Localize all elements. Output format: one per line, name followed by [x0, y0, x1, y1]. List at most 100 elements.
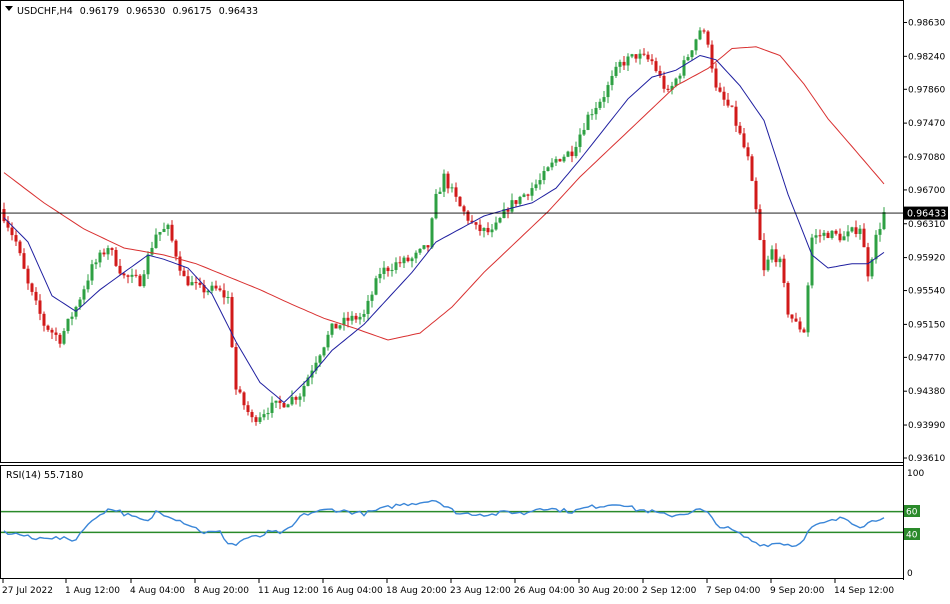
candle-bull — [342, 317, 346, 326]
candle-bull — [674, 78, 678, 86]
ohlc-low: 0.96175 — [172, 6, 211, 17]
candle-bull — [78, 299, 82, 307]
candle-bear — [666, 88, 670, 90]
time-tick-label: 14 Sep 12:00 — [834, 586, 894, 596]
candle-bear — [838, 233, 842, 241]
candle-bull — [606, 85, 610, 98]
candle-bear — [786, 282, 790, 315]
candle-bear — [198, 282, 202, 285]
candle-bear — [38, 300, 42, 314]
candle-bull — [874, 234, 878, 260]
candle-bear — [242, 392, 246, 406]
candle-bull — [290, 397, 294, 405]
candle-bull — [434, 193, 438, 219]
candle-bear — [354, 315, 358, 320]
candle-bull — [778, 258, 782, 263]
ohlc-close: 0.96433 — [219, 6, 258, 17]
candle-bull — [430, 218, 434, 248]
candle-bear — [458, 196, 462, 207]
candle-bull — [162, 228, 166, 232]
candle-bear — [514, 200, 518, 204]
candle-bear — [446, 173, 450, 189]
candle-bear — [642, 53, 646, 55]
candle-bear — [486, 227, 490, 233]
candle-bear — [654, 61, 658, 71]
candle-bear — [54, 332, 58, 335]
ma-slow-line — [3, 46, 885, 341]
candle-bull — [770, 249, 774, 260]
rsi-plot[interactable] — [1, 499, 903, 548]
candle-bull — [522, 194, 526, 197]
candle-bear — [854, 227, 858, 234]
price-tick-label: 0.98630 — [908, 18, 945, 28]
candle-bear — [122, 273, 126, 276]
price-tick-label: 0.95150 — [908, 320, 945, 330]
price-panel-frame — [0, 0, 904, 463]
candle-bull — [690, 50, 694, 58]
candle-bull — [262, 414, 266, 418]
candle-bull — [554, 159, 558, 163]
candle-bear — [782, 258, 786, 283]
time-tick-label: 27 Jul 2022 — [2, 586, 53, 596]
time-tick-label: 30 Aug 20:00 — [578, 586, 639, 596]
candle-bear — [790, 314, 794, 319]
candle-bull — [870, 259, 874, 277]
candle-bear — [278, 400, 282, 403]
candle-bear — [426, 245, 430, 248]
candle-bull — [586, 114, 590, 130]
price-tick-label: 0.95920 — [908, 254, 945, 264]
rsi-panel-frame — [0, 465, 904, 579]
candle-bull — [442, 173, 446, 192]
time-axis[interactable]: 27 Jul 2022 1 Aug 12:00 4 Aug 04:00 8 Au… — [2, 579, 894, 596]
candle-bull — [830, 230, 834, 238]
candle-bear — [702, 30, 706, 32]
candle-bear — [462, 206, 466, 212]
candle-bull — [106, 248, 110, 255]
candle-bear — [866, 247, 870, 277]
rsi-level-label: 100 — [907, 469, 924, 479]
candle-bear — [6, 221, 10, 228]
candle-bear — [570, 151, 574, 157]
candle-bear — [246, 405, 250, 413]
candle-bull — [374, 278, 378, 295]
candle-bull — [206, 290, 210, 293]
candle-bear — [634, 54, 638, 59]
candle-bull — [546, 167, 550, 172]
rsi-level-label: 0 — [907, 569, 913, 579]
candle-bull — [686, 57, 690, 61]
price-tick-label: 0.94770 — [908, 353, 945, 363]
time-tick-label: 11 Aug 12:00 — [258, 586, 319, 596]
candle-bull — [414, 252, 418, 259]
time-tick-label: 8 Aug 20:00 — [194, 586, 249, 596]
candle-bull — [270, 402, 274, 413]
plot-area[interactable] — [2, 27, 886, 426]
candle-bear — [478, 224, 482, 232]
candle-bull — [806, 285, 810, 333]
candle-bull — [630, 54, 634, 57]
candle-bull — [266, 412, 270, 415]
time-tick-label: 26 Aug 04:00 — [514, 586, 575, 596]
candle-bull — [226, 296, 230, 298]
candle-bull — [258, 417, 262, 422]
candle-bear — [734, 106, 738, 126]
candle-bull — [370, 294, 374, 301]
candle-bear — [26, 268, 30, 284]
candle-bear — [774, 249, 778, 263]
candle-bear — [134, 274, 138, 276]
price-axis[interactable]: 0.98630 0.98240 0.97860 0.97470 0.97080 … — [903, 18, 945, 464]
candle-bull — [678, 75, 682, 79]
candle-bull — [810, 237, 814, 286]
candle-bear — [506, 209, 510, 212]
candle-bear — [650, 59, 654, 62]
candle-bull — [490, 229, 494, 233]
triangle-down-icon[interactable] — [5, 6, 13, 11]
candle-bull — [166, 224, 170, 229]
candle-bear — [526, 194, 530, 196]
candle-bear — [110, 248, 114, 250]
candle-bull — [850, 227, 854, 232]
candle-bear — [182, 270, 186, 277]
candle-bear — [622, 61, 626, 66]
candle-bull — [494, 222, 498, 230]
